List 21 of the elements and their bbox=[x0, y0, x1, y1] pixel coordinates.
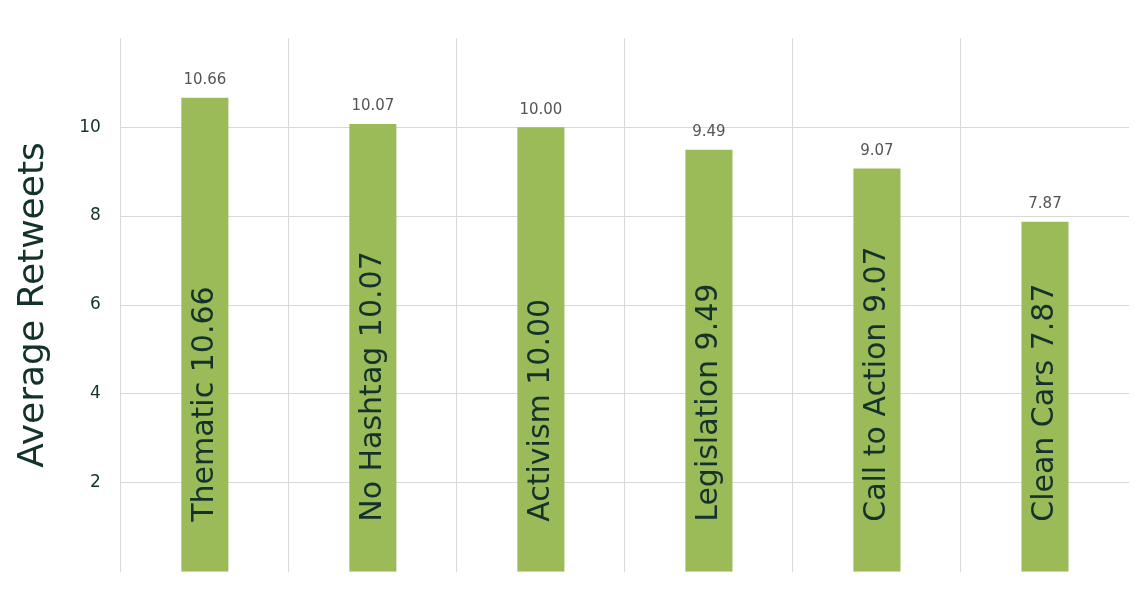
x-tick-label: Activism 10.00 bbox=[520, 298, 556, 522]
y-tick-label: 6 bbox=[90, 293, 101, 314]
bar bbox=[517, 127, 565, 572]
data-label: 9.07 bbox=[860, 140, 894, 159]
y-tick-label: 8 bbox=[90, 204, 101, 225]
x-tick-label: No Hashtag 10.07 bbox=[352, 251, 388, 522]
data-label: 10.07 bbox=[351, 96, 395, 115]
bar bbox=[181, 97, 229, 572]
y-tick-label: 2 bbox=[90, 471, 101, 492]
x-tick-label: Call to Action 9.07 bbox=[856, 246, 892, 522]
data-label: 10.66 bbox=[183, 70, 227, 89]
data-label: 7.87 bbox=[1028, 194, 1062, 213]
data-label: 9.49 bbox=[692, 122, 726, 141]
y-tick-label: 4 bbox=[90, 382, 101, 403]
x-tick-label: Thematic 10.66 bbox=[184, 286, 220, 523]
y-axis-title: Average Retweets bbox=[9, 142, 51, 468]
data-label: 10.00 bbox=[519, 99, 563, 118]
x-tick-label: Legislation 9.49 bbox=[688, 283, 724, 522]
bar bbox=[1021, 221, 1069, 572]
x-tick-label: Clean Cars 7.87 bbox=[1024, 283, 1060, 522]
y-tick-label: 10 bbox=[79, 115, 101, 136]
